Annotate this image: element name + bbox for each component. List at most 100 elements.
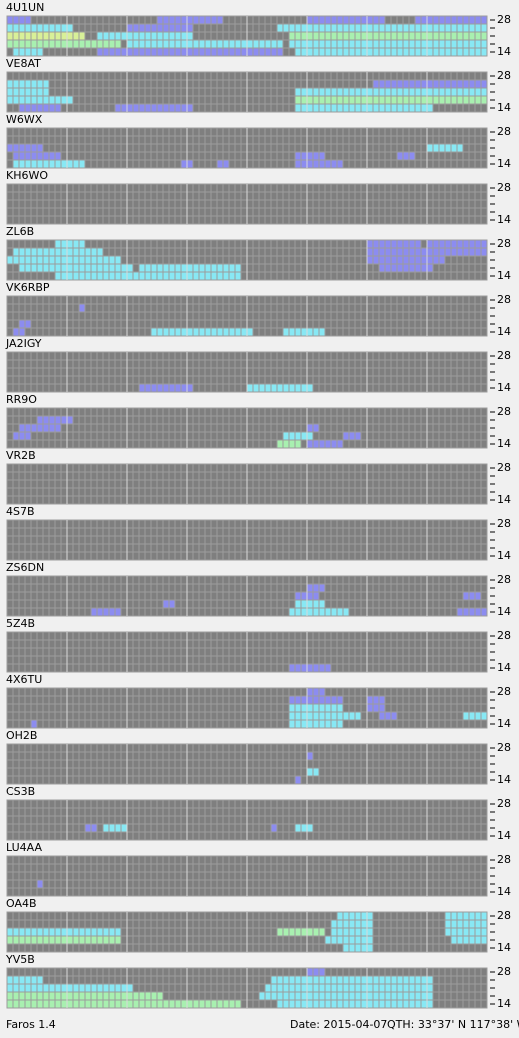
- signal-cell: [481, 912, 487, 920]
- signal-cell: [31, 992, 37, 1000]
- signal-cell: [463, 16, 469, 24]
- signal-cell: [319, 696, 325, 704]
- signal-cell: [481, 248, 487, 256]
- signal-cell: [169, 264, 175, 272]
- signal-cell: [157, 272, 163, 280]
- signal-cell: [79, 1000, 85, 1008]
- app-version: Faros 1.4: [6, 1018, 56, 1031]
- signal-cell: [295, 328, 301, 336]
- band-label-top: 28: [497, 629, 511, 642]
- signal-cell: [391, 24, 397, 32]
- band-label-top: 28: [497, 461, 511, 474]
- signal-cell: [187, 40, 193, 48]
- signal-cell: [331, 40, 337, 48]
- signal-cell: [379, 992, 385, 1000]
- signal-cell: [445, 96, 451, 104]
- signal-cell: [163, 600, 169, 608]
- signal-cell: [205, 40, 211, 48]
- signal-cell: [133, 1000, 139, 1008]
- signal-cell: [193, 264, 199, 272]
- signal-cell: [67, 240, 73, 248]
- signal-cell: [91, 608, 97, 616]
- signal-cell: [85, 824, 91, 832]
- signal-cell: [7, 144, 13, 152]
- signal-cell: [343, 920, 349, 928]
- signal-cell: [301, 32, 307, 40]
- signal-cell: [457, 928, 463, 936]
- signal-cell: [43, 936, 49, 944]
- signal-cell: [169, 48, 175, 56]
- signal-cell: [379, 264, 385, 272]
- signal-cell: [427, 104, 433, 112]
- signal-cell: [85, 272, 91, 280]
- signal-cell: [313, 992, 319, 1000]
- signal-cell: [139, 264, 145, 272]
- signal-cell: [133, 104, 139, 112]
- signal-cell: [439, 32, 445, 40]
- band-label-top: 28: [497, 573, 511, 586]
- signal-cell: [343, 96, 349, 104]
- signal-cell: [43, 160, 49, 168]
- signal-cell: [415, 80, 421, 88]
- signal-cell: [163, 264, 169, 272]
- signal-cell: [205, 48, 211, 56]
- signal-cell: [181, 272, 187, 280]
- signal-cell: [379, 48, 385, 56]
- signal-cell: [289, 384, 295, 392]
- signal-cell: [451, 96, 457, 104]
- signal-cell: [397, 96, 403, 104]
- signal-cell: [427, 24, 433, 32]
- signal-cell: [19, 248, 25, 256]
- signal-cell: [325, 712, 331, 720]
- signal-cell: [475, 928, 481, 936]
- signal-cell: [349, 1000, 355, 1008]
- signal-cell: [307, 664, 313, 672]
- signal-cell: [91, 264, 97, 272]
- signal-cell: [391, 104, 397, 112]
- signal-cell: [439, 16, 445, 24]
- signal-cell: [379, 256, 385, 264]
- signal-cell: [301, 928, 307, 936]
- signal-cell: [313, 768, 319, 776]
- signal-cell: [37, 424, 43, 432]
- signal-cell: [163, 328, 169, 336]
- signal-cell: [349, 32, 355, 40]
- signal-cell: [121, 48, 127, 56]
- band-label-top: 28: [497, 741, 511, 754]
- signal-cell: [409, 240, 415, 248]
- signal-cell: [19, 80, 25, 88]
- signal-cell: [127, 40, 133, 48]
- signal-cell: [331, 608, 337, 616]
- band-label-bottom: 14: [497, 829, 511, 842]
- signal-cell: [145, 264, 151, 272]
- signal-cell: [319, 440, 325, 448]
- signal-cell: [301, 976, 307, 984]
- signal-cell: [259, 992, 265, 1000]
- signal-cell: [55, 24, 61, 32]
- signal-cell: [469, 928, 475, 936]
- signal-cell: [445, 48, 451, 56]
- signal-cell: [199, 264, 205, 272]
- signal-cell: [25, 32, 31, 40]
- signal-cell: [43, 152, 49, 160]
- signal-cell: [211, 48, 217, 56]
- signal-cell: [379, 240, 385, 248]
- signal-cell: [103, 992, 109, 1000]
- signal-cell: [367, 928, 373, 936]
- signal-cell: [427, 80, 433, 88]
- signal-cell: [463, 912, 469, 920]
- signal-cell: [325, 664, 331, 672]
- signal-cell: [421, 96, 427, 104]
- signal-cell: [313, 608, 319, 616]
- signal-cell: [193, 272, 199, 280]
- signal-cell: [13, 256, 19, 264]
- signal-cell: [379, 96, 385, 104]
- signal-cell: [295, 1000, 301, 1008]
- signal-cell: [325, 96, 331, 104]
- signal-cell: [175, 1000, 181, 1008]
- signal-cell: [67, 32, 73, 40]
- signal-cell: [55, 928, 61, 936]
- signal-cell: [475, 592, 481, 600]
- signal-cell: [169, 600, 175, 608]
- signal-cell: [199, 272, 205, 280]
